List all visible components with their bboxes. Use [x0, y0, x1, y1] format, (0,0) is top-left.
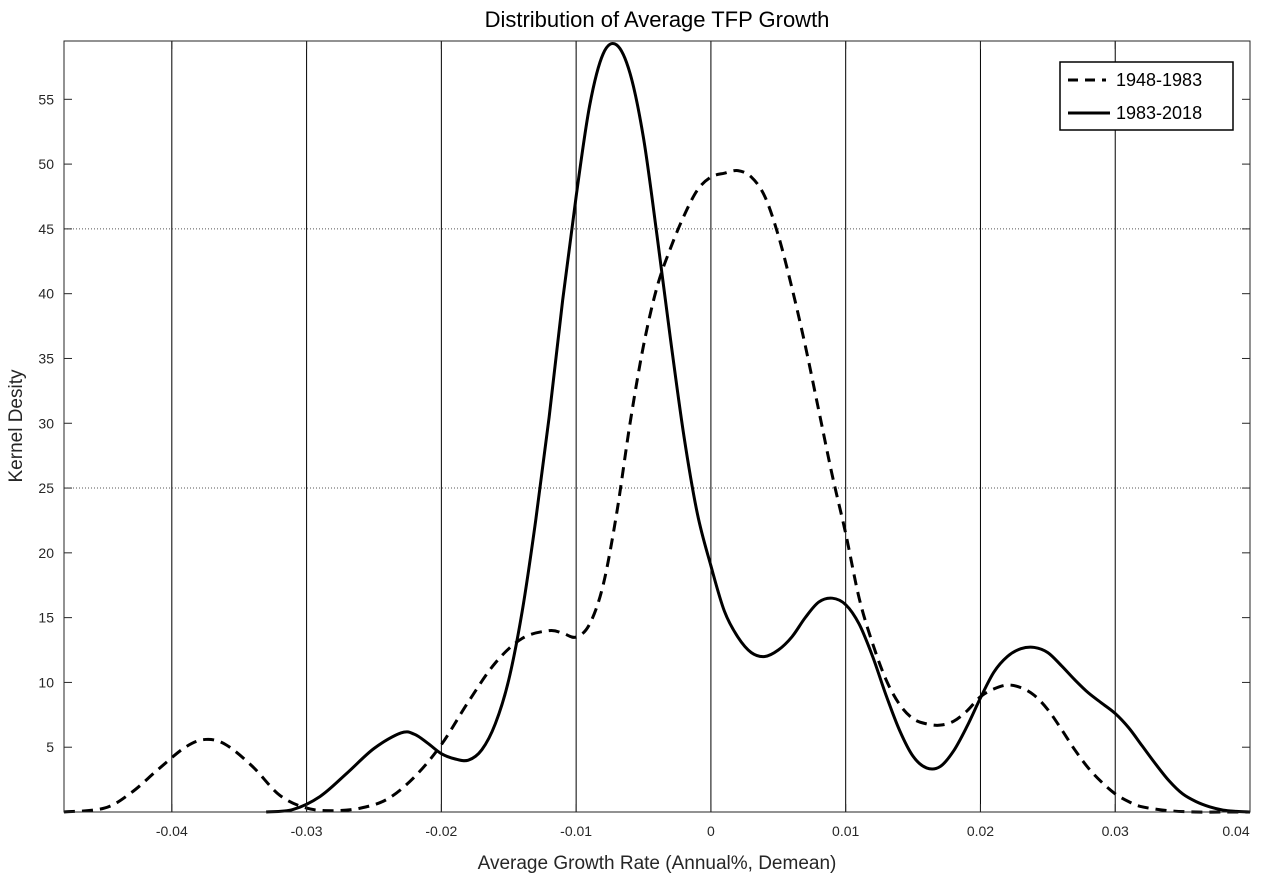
y-tick-label: 20 [38, 545, 54, 561]
y-tick-label: 30 [38, 415, 54, 431]
legend-label-1983-2018: 1983-2018 [1116, 103, 1202, 123]
x-tick-label: -0.03 [291, 823, 323, 839]
x-tick-label: 0.02 [967, 823, 994, 839]
x-tick-label: 0 [707, 823, 715, 839]
y-tick-label: 15 [38, 610, 54, 626]
y-tick-label: 35 [38, 350, 54, 366]
x-tick-label: -0.04 [156, 823, 188, 839]
y-axis-label: Kernel Desity [6, 369, 27, 482]
chart-title: Distribution of Average TFP Growth [485, 7, 830, 32]
x-tick-label: -0.02 [425, 823, 457, 839]
x-tick-label: 0.01 [832, 823, 859, 839]
legend-box [1059, 61, 1234, 131]
y-tick-label: 55 [38, 91, 54, 107]
grid-lines [64, 41, 1250, 812]
legend-label-1948-1983: 1948-1983 [1116, 70, 1202, 90]
legend: 1948-1983 1983-2018 [1059, 61, 1234, 131]
plot-area-frame [63, 40, 1251, 813]
x-tick-label: -0.01 [560, 823, 592, 839]
x-tick-label: 0.03 [1102, 823, 1129, 839]
y-tick-label: 5 [46, 739, 54, 755]
plot-series [63, 42, 1251, 814]
y-tick-label: 40 [38, 286, 54, 302]
x-axis-label: Average Growth Rate (Annual%, Demean) [478, 853, 837, 874]
y-tick-label: 50 [38, 156, 54, 172]
series-line-1983-2018 [266, 42, 1251, 814]
y-tick-label: 25 [38, 480, 54, 496]
x-tick-label: 0.04 [1222, 823, 1249, 839]
y-tick-label: 45 [38, 221, 54, 237]
axis-ticks: -0.04 -0.03 -0.02 -0.01 0 0.01 0.02 0.03 0.04 5 10… [38, 41, 1251, 839]
series-line-1948-1983 [63, 168, 1250, 814]
y-tick-label: 10 [38, 674, 54, 690]
